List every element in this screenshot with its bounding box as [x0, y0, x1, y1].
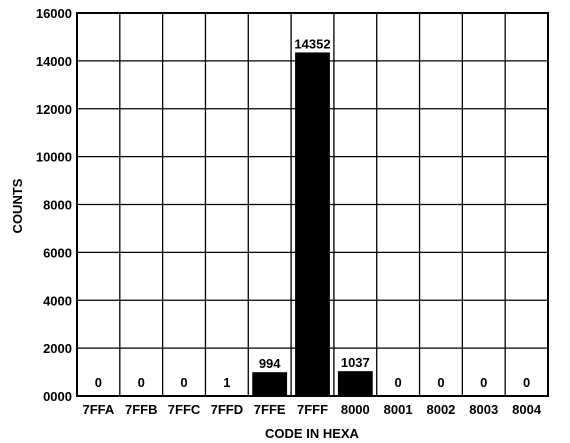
y-tick-label: 16000: [36, 6, 72, 21]
x-tick-label: 8002: [426, 402, 455, 417]
x-tick-label: 7FFC: [168, 402, 201, 417]
bar: [337, 371, 373, 396]
x-tick-label: 8001: [384, 402, 413, 417]
x-tick-label: 7FFF: [297, 402, 328, 417]
y-tick-label: 2000: [43, 341, 72, 356]
y-tick-labels: 0000 2000 4000 6000 8000 10000 12000 14000 16000: [36, 6, 72, 404]
y-tick-label: 14000: [36, 54, 72, 69]
y-tick-label: 4000: [43, 293, 72, 308]
data-label: 0: [95, 375, 102, 390]
y-axis-title: COUNTS: [10, 178, 25, 233]
data-label: 0: [138, 375, 145, 390]
x-tick-label: 8000: [341, 402, 370, 417]
x-axis-title: CODE IN HEXA: [265, 426, 360, 441]
data-label-bg: [249, 355, 290, 371]
data-label: 0: [480, 375, 487, 390]
bars: [209, 52, 373, 396]
data-label: 0: [437, 375, 444, 390]
plot-frame: [76, 12, 549, 397]
data-label-bg: [335, 354, 376, 370]
y-tick-label: 10000: [36, 150, 72, 165]
y-tick-label: 6000: [43, 245, 72, 260]
y-tick-label: 0000: [43, 389, 72, 404]
y-tick-label: 12000: [36, 102, 72, 117]
data-labels: 0 0 0 1 994 14352 1037 0 0 0 0: [95, 35, 530, 390]
data-label: 994: [259, 356, 281, 371]
data-label: 0: [523, 375, 530, 390]
bar: [295, 52, 330, 396]
plot-border: [76, 12, 549, 397]
x-tick-label: 8004: [512, 402, 542, 417]
data-label: 0: [395, 375, 402, 390]
x-tick-label: 7FFA: [83, 402, 115, 417]
x-tick-label: 8003: [469, 402, 498, 417]
x-tick-labels: 7FFA 7FFB 7FFC 7FFD 7FFE 7FFF 8000 8001 8002 8003…: [83, 402, 542, 417]
data-label: 1: [223, 375, 230, 390]
x-tick-label: 7FFE: [254, 402, 286, 417]
y-tick-label: 8000: [43, 198, 72, 213]
data-label: 14352: [294, 36, 330, 51]
data-label: 0: [180, 375, 187, 390]
x-tick-label: 7FFB: [125, 402, 158, 417]
x-tick-label: 7FFD: [211, 402, 244, 417]
data-label-bg: [292, 35, 333, 51]
data-label: 1037: [341, 355, 370, 370]
bar: [252, 372, 288, 396]
